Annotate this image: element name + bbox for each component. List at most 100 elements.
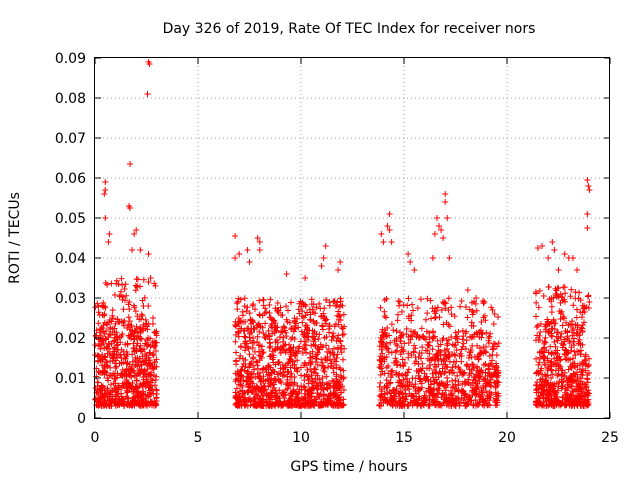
data-point-3301 (146, 61, 153, 67)
data-point-546 (113, 342, 120, 349)
data-point-1486 (295, 324, 302, 331)
data-point-968 (325, 364, 332, 371)
data-point-293 (96, 329, 103, 336)
data-point-626 (115, 383, 122, 390)
data-point-563 (141, 294, 148, 301)
data-point-3179 (538, 382, 545, 389)
data-point-2683 (467, 370, 474, 377)
data-point-65 (146, 349, 153, 356)
data-point-2488 (451, 388, 458, 395)
data-point-3263 (580, 305, 587, 312)
data-point-1710 (260, 373, 267, 380)
data-point-1515 (285, 368, 292, 375)
data-point-1712 (241, 402, 248, 409)
data-point-2628 (469, 342, 476, 349)
data-point-588 (153, 387, 160, 394)
data-point-410 (134, 363, 141, 370)
data-point-696 (101, 311, 108, 318)
data-point-670 (108, 318, 115, 325)
data-point-3071 (561, 336, 568, 343)
data-point-124 (120, 306, 127, 313)
data-point-3011 (563, 319, 570, 326)
data-point-2663 (448, 400, 455, 407)
data-point-390 (152, 376, 159, 383)
data-point-1447 (232, 323, 239, 330)
data-point-466 (153, 394, 160, 401)
data-point-2454 (376, 402, 383, 409)
data-point-2559 (392, 402, 399, 409)
data-point-2917 (533, 324, 540, 331)
data-point-212 (111, 337, 118, 344)
data-point-3304 (102, 179, 109, 185)
data-point-661 (142, 401, 149, 408)
data-point-3193 (581, 380, 588, 387)
data-point-2329 (381, 308, 388, 315)
data-point-1513 (284, 318, 291, 325)
data-point-3291 (565, 384, 572, 391)
y-tick-label-3: 0.03 (55, 291, 86, 307)
data-point-689 (133, 348, 140, 355)
data-point-583 (138, 397, 145, 404)
data-point-673 (114, 346, 121, 353)
data-point-1005 (325, 380, 332, 387)
data-point-1308 (237, 343, 244, 350)
data-point-3250 (574, 332, 581, 339)
data-point-3180 (554, 285, 561, 292)
data-point-2682 (407, 336, 414, 343)
data-point-3139 (578, 393, 585, 400)
data-point-1774 (279, 328, 286, 335)
data-point-1669 (238, 325, 245, 332)
data-point-2442 (472, 377, 479, 384)
data-point-1410 (318, 313, 325, 320)
data-point-1314 (322, 317, 329, 324)
data-point-2580 (483, 329, 490, 336)
data-point-1327 (298, 364, 305, 371)
data-point-2526 (485, 363, 492, 370)
data-point-2694 (482, 317, 489, 324)
data-point-2556 (437, 370, 444, 377)
data-point-1707 (263, 308, 270, 315)
data-point-1943 (408, 312, 415, 319)
data-point-2505 (477, 350, 484, 357)
data-point-1020 (279, 312, 286, 319)
data-point-3351 (446, 255, 453, 261)
data-point-2940 (567, 293, 574, 300)
data-points (92, 59, 593, 409)
data-point-1432 (334, 344, 341, 351)
data-point-3248 (580, 386, 587, 393)
data-point-1691 (307, 350, 314, 357)
data-point-1543 (310, 369, 317, 376)
data-point-1688 (265, 402, 272, 409)
data-point-3372 (584, 225, 591, 231)
data-point-3258 (567, 363, 574, 370)
data-point-3309 (127, 205, 134, 211)
data-point-1604 (242, 344, 249, 351)
data-point-2657 (434, 350, 441, 357)
data-point-2121 (434, 337, 441, 344)
data-point-697 (111, 292, 118, 299)
data-point-2151 (429, 328, 436, 335)
data-point-2565 (403, 325, 410, 332)
data-point-490 (151, 372, 158, 379)
data-point-3209 (561, 373, 568, 380)
data-point-628 (110, 345, 117, 352)
data-point-2685 (450, 397, 457, 404)
data-point-3333 (302, 275, 309, 281)
data-point-214 (105, 377, 112, 384)
data-point-3293 (574, 402, 581, 409)
data-point-3154 (571, 371, 578, 378)
data-point-3330 (337, 259, 344, 265)
data-point-1663 (318, 356, 325, 363)
data-point-2652 (473, 391, 480, 398)
data-point-2513 (415, 361, 422, 368)
data-point-2576 (484, 392, 491, 399)
data-point-2578 (430, 390, 437, 397)
data-point-1227 (249, 302, 256, 309)
data-point-3020 (536, 287, 543, 294)
data-point-2539 (454, 372, 461, 379)
data-point-2588 (461, 392, 468, 399)
data-point-2860 (559, 322, 566, 329)
data-point-2566 (417, 296, 424, 303)
data-point-2037 (445, 295, 452, 302)
data-point-3095 (568, 286, 575, 293)
